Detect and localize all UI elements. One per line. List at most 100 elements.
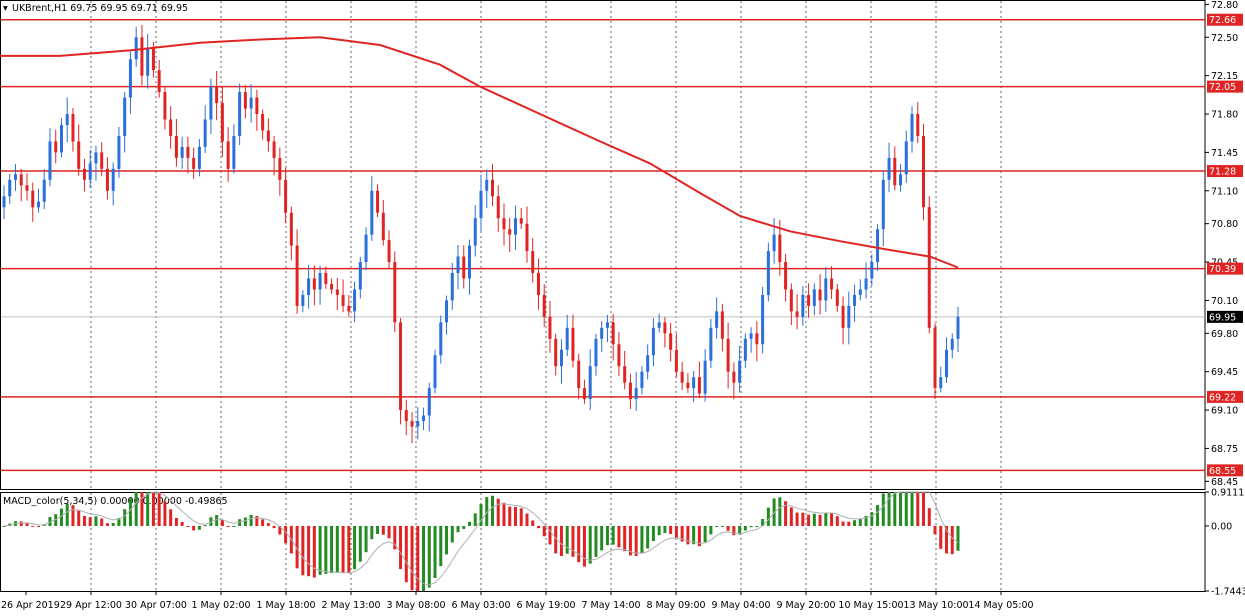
macd-bar <box>197 525 201 530</box>
candle-down <box>893 157 897 186</box>
macd-bar <box>445 525 449 555</box>
x-tick-label: 26 Apr 2019 <box>1 600 60 611</box>
y-tick-label: 69.10 <box>1211 406 1238 417</box>
macd-bar <box>812 513 816 526</box>
candle-up <box>456 256 460 274</box>
candle-down <box>732 371 736 383</box>
macd-bar <box>761 518 765 526</box>
candle-up <box>445 300 449 323</box>
candle-up <box>468 245 472 279</box>
x-tick-label: 6 May 03:00 <box>451 600 510 611</box>
candle-up <box>594 338 598 367</box>
macd-bar <box>519 508 523 526</box>
level-label-box <box>1207 262 1243 275</box>
candle-up <box>117 135 121 169</box>
candle-up <box>42 179 46 202</box>
candle-down <box>778 234 782 263</box>
candle-up <box>870 262 874 279</box>
y-tick-label: 71.80 <box>1211 110 1238 121</box>
x-tick-label: 1 May 02:00 <box>191 600 250 611</box>
macd-header: MACD_color(5,34,5) 0.00000 0.00000 -0.49… <box>3 496 228 507</box>
candle-up <box>640 371 644 389</box>
candle-up <box>824 278 828 301</box>
level-label: 70.39 <box>1209 264 1236 275</box>
macd-bar <box>192 525 196 531</box>
candle-down <box>686 382 690 389</box>
macd-bar <box>31 525 35 527</box>
macd-bar <box>824 512 828 526</box>
candle-up <box>197 146 201 169</box>
macd-bar <box>376 525 380 534</box>
macd-bar <box>48 517 52 526</box>
candle-up <box>887 157 891 180</box>
macd-bar <box>312 525 316 578</box>
level-label: 69.22 <box>1209 392 1236 403</box>
macd-bar <box>899 492 903 526</box>
current-price-box <box>1207 310 1243 323</box>
macd-bar <box>341 525 345 574</box>
candle-down <box>295 245 299 306</box>
macd-bar <box>404 525 408 583</box>
macd-bar <box>140 492 144 526</box>
y-tick-label: 68.45 <box>1211 477 1238 488</box>
macd-bar <box>945 525 949 554</box>
main-pane-frame <box>0 0 1206 490</box>
candle-up <box>588 366 592 400</box>
candle-down <box>542 294 546 317</box>
macd-bar <box>146 492 150 526</box>
x-tick-label: 2 May 13:00 <box>321 600 380 611</box>
macd-bar <box>439 525 443 567</box>
candle-up <box>473 218 477 246</box>
candle-down <box>726 338 730 372</box>
candle-down <box>789 289 793 312</box>
candle-down <box>927 207 931 328</box>
candle-down <box>31 190 35 208</box>
candle-up <box>559 349 563 367</box>
macd-bar <box>243 517 247 526</box>
macd-bar <box>284 525 288 544</box>
macd-bar <box>381 525 385 535</box>
macd-bar <box>427 525 431 588</box>
macd-bar <box>766 507 770 526</box>
candle-up <box>605 322 609 328</box>
candle-up <box>904 141 908 175</box>
macd-bar <box>657 525 661 536</box>
candle-down <box>151 48 155 71</box>
candle-down <box>496 196 500 219</box>
candle-up <box>439 322 443 356</box>
macd-bar <box>2 525 6 527</box>
candle-up <box>433 355 437 389</box>
candle-up <box>876 229 880 263</box>
macd-bar <box>456 525 460 533</box>
macd-bar <box>272 525 276 529</box>
macd-bar <box>784 501 788 526</box>
macd-bar <box>186 525 190 527</box>
x-tick-label: 7 May 14:00 <box>581 600 640 611</box>
candle-up <box>864 278 868 290</box>
macd-bar <box>203 525 207 527</box>
macd-bar <box>933 525 937 535</box>
candle-up <box>749 333 753 339</box>
candle-down <box>376 190 380 213</box>
candle-down <box>381 212 385 241</box>
macd-bar <box>238 519 242 526</box>
level-label: 72.66 <box>1209 15 1236 26</box>
macd-bar <box>922 492 926 526</box>
macd-bar <box>307 525 311 577</box>
y-tick-label: 71.10 <box>1211 186 1238 197</box>
moving-average-line <box>0 36 959 269</box>
macd-bar <box>163 501 167 526</box>
candle-down <box>755 333 759 345</box>
candle-up <box>2 196 6 208</box>
macd-bar <box>554 525 558 554</box>
macd-bar <box>651 525 655 542</box>
macd-bar <box>358 525 362 562</box>
macd-bar <box>939 525 943 549</box>
candle-up <box>858 289 862 295</box>
x-tick-label: 14 May 05:00 <box>968 600 1033 611</box>
candle-down <box>720 311 724 339</box>
macd-bar <box>59 508 63 526</box>
macd-bar <box>473 513 477 526</box>
candle-down <box>611 322 615 345</box>
